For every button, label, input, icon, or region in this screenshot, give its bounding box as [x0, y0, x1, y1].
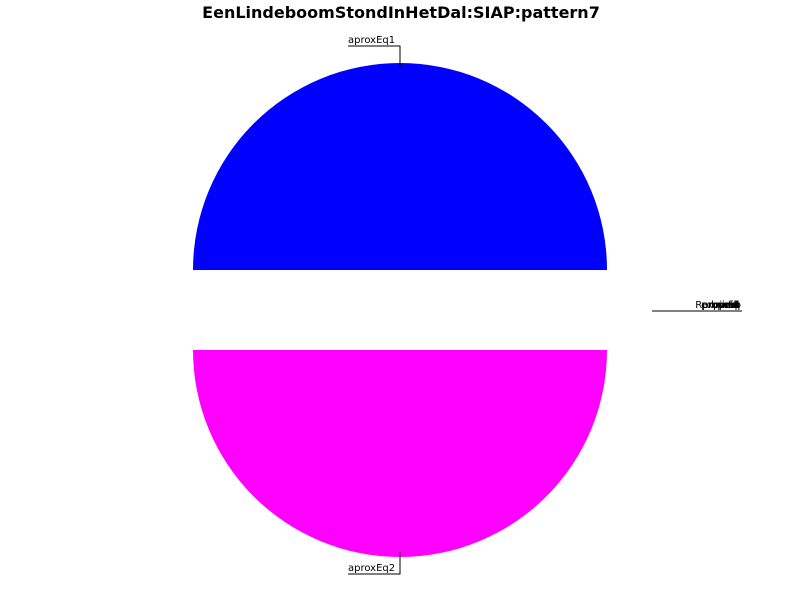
pie-slice-labels: aproxEq1 aproxEq2	[348, 35, 401, 575]
pie-slices	[193, 63, 607, 557]
pie-slice-aproxEq2	[193, 350, 607, 557]
overlap-label-Rproved: Rproved	[695, 300, 737, 311]
overlap-label-imp: imp	[722, 300, 741, 311]
overlap-label-prfd: prfd	[717, 300, 737, 311]
overlap-label-proved: proved	[701, 300, 736, 311]
pie-slice-aproxEq1	[193, 63, 607, 270]
slice-label-aproxEq1: aproxEq1	[348, 35, 395, 46]
overlap-label-bpreq: bpreq	[711, 300, 740, 311]
overlap-label-expired: expired	[701, 300, 738, 311]
overlap-label-rprfd: rprfd	[715, 300, 739, 311]
chart-title: EenLindeboomStondInHetDal:SIAP:pattern7	[202, 3, 600, 22]
slice-label-aproxEq2: aproxEq2	[348, 563, 395, 574]
leader-line-aproxEq1	[348, 45, 401, 68]
leader-line-aproxEq2	[348, 552, 401, 575]
